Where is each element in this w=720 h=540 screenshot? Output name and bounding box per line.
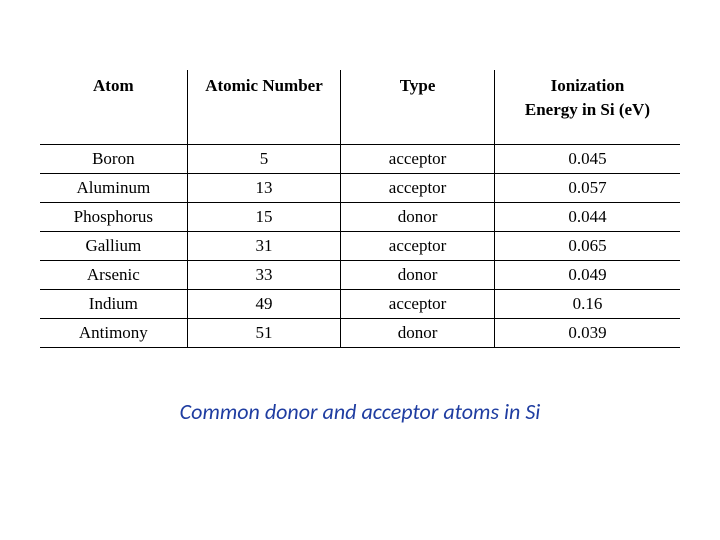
dopant-table-container: Atom Atomic Number Type Ionization Energ… <box>40 70 680 348</box>
col-atomic-number: Atomic Number <box>187 70 341 126</box>
cell-atom: Aluminum <box>40 173 187 202</box>
table-row: Phosphorus 15 donor 0.044 <box>40 202 680 231</box>
table-header: Atom Atomic Number Type Ionization Energ… <box>40 70 680 144</box>
cell-ei: 0.044 <box>494 202 680 231</box>
col-atom: Atom <box>40 70 187 126</box>
cell-type: acceptor <box>341 231 495 260</box>
cell-z: 31 <box>187 231 341 260</box>
cell-ei: 0.16 <box>494 289 680 318</box>
col-type-label: Type <box>400 76 436 95</box>
cell-ei: 0.039 <box>494 318 680 347</box>
table-row: Indium 49 acceptor 0.16 <box>40 289 680 318</box>
cell-ei: 0.045 <box>494 144 680 173</box>
cell-ei: 0.057 <box>494 173 680 202</box>
col-ionization-label: Ionization <box>551 76 625 95</box>
col-ionization-sub: Energy in Si (eV) <box>505 100 670 120</box>
cell-z: 49 <box>187 289 341 318</box>
cell-atom: Boron <box>40 144 187 173</box>
cell-atom: Antimony <box>40 318 187 347</box>
cell-atom: Gallium <box>40 231 187 260</box>
table-row: Boron 5 acceptor 0.045 <box>40 144 680 173</box>
cell-atom: Indium <box>40 289 187 318</box>
cell-type: donor <box>341 202 495 231</box>
cell-type: donor <box>341 318 495 347</box>
table-body: Boron 5 acceptor 0.045 Aluminum 13 accep… <box>40 144 680 347</box>
table-row: Aluminum 13 acceptor 0.057 <box>40 173 680 202</box>
col-type: Type <box>341 70 495 126</box>
dopant-table: Atom Atomic Number Type Ionization Energ… <box>40 70 680 348</box>
table-row: Antimony 51 donor 0.039 <box>40 318 680 347</box>
figure-caption: Common donor and acceptor atoms in Si <box>40 398 680 425</box>
cell-ei: 0.065 <box>494 231 680 260</box>
cell-z: 51 <box>187 318 341 347</box>
table-row: Gallium 31 acceptor 0.065 <box>40 231 680 260</box>
cell-atom: Arsenic <box>40 260 187 289</box>
col-atomic-number-label: Atomic Number <box>205 76 323 95</box>
cell-type: acceptor <box>341 289 495 318</box>
cell-type: acceptor <box>341 144 495 173</box>
cell-z: 5 <box>187 144 341 173</box>
table-row: Arsenic 33 donor 0.049 <box>40 260 680 289</box>
cell-z: 15 <box>187 202 341 231</box>
cell-ei: 0.049 <box>494 260 680 289</box>
cell-z: 33 <box>187 260 341 289</box>
cell-type: donor <box>341 260 495 289</box>
col-ionization: Ionization Energy in Si (eV) <box>494 70 680 126</box>
cell-z: 13 <box>187 173 341 202</box>
cell-atom: Phosphorus <box>40 202 187 231</box>
col-atom-label: Atom <box>93 76 134 95</box>
cell-type: acceptor <box>341 173 495 202</box>
